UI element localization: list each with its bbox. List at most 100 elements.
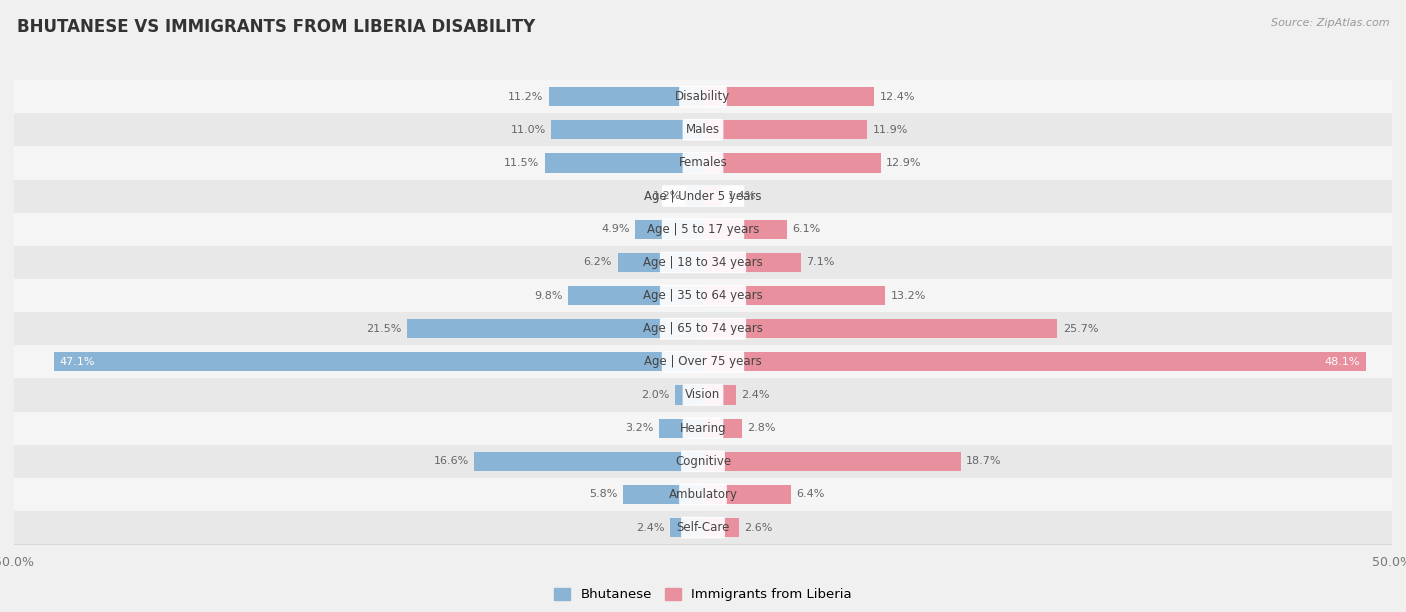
Bar xyxy=(703,485,792,504)
Text: 18.7%: 18.7% xyxy=(966,457,1001,466)
Bar xyxy=(636,220,703,239)
FancyBboxPatch shape xyxy=(679,86,727,108)
FancyBboxPatch shape xyxy=(14,312,1392,345)
Text: 6.2%: 6.2% xyxy=(583,258,612,267)
FancyBboxPatch shape xyxy=(14,279,1392,312)
Text: 48.1%: 48.1% xyxy=(1324,357,1360,367)
Bar xyxy=(686,187,703,206)
Text: 21.5%: 21.5% xyxy=(366,324,401,334)
Text: 2.8%: 2.8% xyxy=(747,423,776,433)
Text: Disability: Disability xyxy=(675,90,731,103)
Bar xyxy=(659,419,703,438)
FancyBboxPatch shape xyxy=(662,218,744,240)
Text: 5.8%: 5.8% xyxy=(589,490,617,499)
FancyBboxPatch shape xyxy=(14,445,1392,478)
FancyBboxPatch shape xyxy=(682,119,724,141)
Text: 12.4%: 12.4% xyxy=(879,92,915,102)
Bar xyxy=(548,87,703,106)
FancyBboxPatch shape xyxy=(659,285,747,307)
Text: 2.0%: 2.0% xyxy=(641,390,669,400)
FancyBboxPatch shape xyxy=(14,113,1392,146)
FancyBboxPatch shape xyxy=(14,345,1392,378)
Text: Females: Females xyxy=(679,157,727,170)
FancyBboxPatch shape xyxy=(659,252,747,273)
FancyBboxPatch shape xyxy=(14,246,1392,279)
Text: Self-Care: Self-Care xyxy=(676,521,730,534)
Text: Vision: Vision xyxy=(685,389,721,401)
Bar xyxy=(568,286,703,305)
FancyBboxPatch shape xyxy=(14,478,1392,511)
Legend: Bhutanese, Immigrants from Liberia: Bhutanese, Immigrants from Liberia xyxy=(554,588,852,602)
Text: 11.9%: 11.9% xyxy=(873,125,908,135)
Bar xyxy=(669,518,703,537)
FancyBboxPatch shape xyxy=(662,185,744,207)
Text: 25.7%: 25.7% xyxy=(1063,324,1098,334)
Text: Age | Under 5 years: Age | Under 5 years xyxy=(644,190,762,203)
Bar xyxy=(703,518,738,537)
FancyBboxPatch shape xyxy=(682,417,724,439)
Text: 4.9%: 4.9% xyxy=(602,224,630,234)
Text: 6.4%: 6.4% xyxy=(797,490,825,499)
FancyBboxPatch shape xyxy=(682,384,724,406)
Text: 11.0%: 11.0% xyxy=(510,125,546,135)
FancyBboxPatch shape xyxy=(14,411,1392,445)
Bar xyxy=(703,220,787,239)
FancyBboxPatch shape xyxy=(14,212,1392,246)
FancyBboxPatch shape xyxy=(14,80,1392,113)
Text: Age | 35 to 64 years: Age | 35 to 64 years xyxy=(643,289,763,302)
Text: Males: Males xyxy=(686,123,720,136)
Text: 11.5%: 11.5% xyxy=(503,158,538,168)
Bar xyxy=(623,485,703,504)
FancyBboxPatch shape xyxy=(14,146,1392,179)
Text: 6.1%: 6.1% xyxy=(793,224,821,234)
Bar xyxy=(617,253,703,272)
Text: Age | Over 75 years: Age | Over 75 years xyxy=(644,356,762,368)
Bar xyxy=(703,319,1057,338)
Text: 11.2%: 11.2% xyxy=(508,92,543,102)
Bar xyxy=(703,419,741,438)
Text: 1.4%: 1.4% xyxy=(728,191,756,201)
Bar xyxy=(703,452,960,471)
Bar xyxy=(703,353,1365,371)
Bar xyxy=(703,87,875,106)
Bar xyxy=(474,452,703,471)
Bar xyxy=(675,386,703,405)
Text: 9.8%: 9.8% xyxy=(534,291,562,300)
FancyBboxPatch shape xyxy=(14,378,1392,411)
Bar xyxy=(406,319,703,338)
Text: 7.1%: 7.1% xyxy=(807,258,835,267)
Text: Source: ZipAtlas.com: Source: ZipAtlas.com xyxy=(1271,18,1389,28)
Text: Age | 18 to 34 years: Age | 18 to 34 years xyxy=(643,256,763,269)
Text: Age | 5 to 17 years: Age | 5 to 17 years xyxy=(647,223,759,236)
Text: 16.6%: 16.6% xyxy=(433,457,468,466)
FancyBboxPatch shape xyxy=(662,351,744,373)
Bar xyxy=(703,187,723,206)
Text: 12.9%: 12.9% xyxy=(886,158,922,168)
Text: 1.2%: 1.2% xyxy=(652,191,681,201)
FancyBboxPatch shape xyxy=(659,318,747,340)
Bar xyxy=(53,353,703,371)
Text: Ambulatory: Ambulatory xyxy=(668,488,738,501)
Bar xyxy=(703,286,884,305)
Bar xyxy=(703,386,737,405)
FancyBboxPatch shape xyxy=(681,450,725,472)
Text: 2.6%: 2.6% xyxy=(744,523,773,532)
Text: 2.4%: 2.4% xyxy=(636,523,665,532)
Bar xyxy=(703,154,880,173)
Bar xyxy=(544,154,703,173)
Text: 13.2%: 13.2% xyxy=(890,291,925,300)
Bar xyxy=(703,120,868,140)
FancyBboxPatch shape xyxy=(14,511,1392,544)
Bar xyxy=(551,120,703,140)
Text: BHUTANESE VS IMMIGRANTS FROM LIBERIA DISABILITY: BHUTANESE VS IMMIGRANTS FROM LIBERIA DIS… xyxy=(17,18,536,36)
Text: Hearing: Hearing xyxy=(679,422,727,435)
Text: 3.2%: 3.2% xyxy=(626,423,654,433)
FancyBboxPatch shape xyxy=(682,152,724,174)
Bar xyxy=(703,253,801,272)
Text: 47.1%: 47.1% xyxy=(59,357,96,367)
FancyBboxPatch shape xyxy=(679,483,727,506)
Text: Cognitive: Cognitive xyxy=(675,455,731,468)
Text: Age | 65 to 74 years: Age | 65 to 74 years xyxy=(643,322,763,335)
FancyBboxPatch shape xyxy=(681,517,725,539)
Text: 2.4%: 2.4% xyxy=(741,390,770,400)
